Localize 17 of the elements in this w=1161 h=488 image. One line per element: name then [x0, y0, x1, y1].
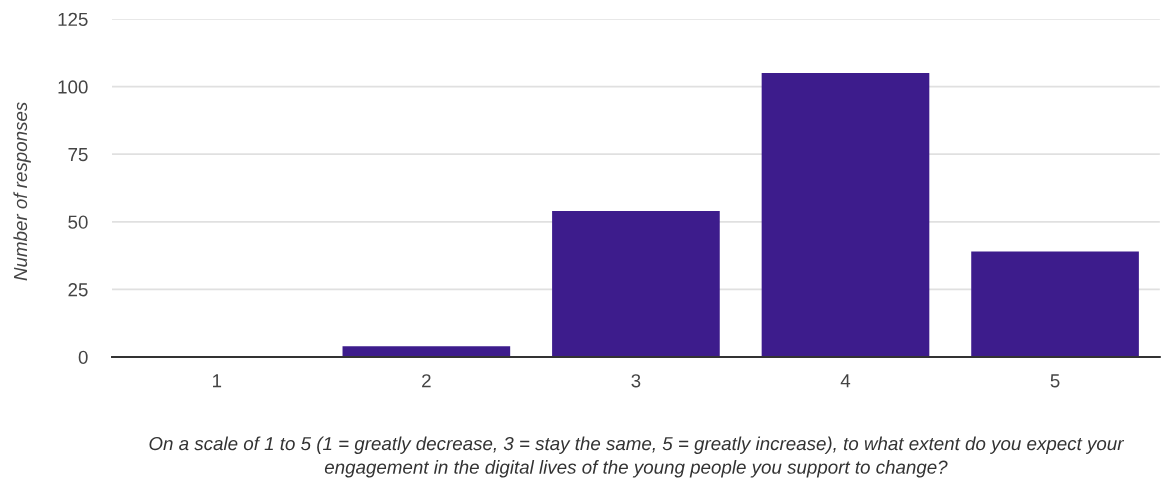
bar	[342, 346, 511, 357]
y-tick-label: 50	[68, 215, 88, 229]
y-axis-title: Number of responses	[13, 102, 31, 281]
y-tick-label: 75	[68, 148, 88, 162]
x-tick-label: 4	[840, 374, 851, 388]
bar	[761, 73, 930, 357]
bar	[971, 251, 1139, 357]
x-tick-label: 3	[631, 374, 641, 388]
x-tick-label: 2	[422, 374, 431, 388]
y-tick-label: 0	[78, 350, 88, 364]
y-tick-label: 100	[58, 80, 88, 94]
x-tick-label: 1	[213, 374, 222, 388]
y-tick-label: 125	[58, 12, 88, 26]
bar	[552, 210, 720, 357]
x-axis-title: On a scale of 1 to 5 (1 = greatly decrease, 3 = stay the same, 5 = greatly increase), to what extent do you expect your engagement in the digital lives of the young people you support to change?	[149, 436, 1125, 478]
x-tick-label: 5	[1050, 374, 1060, 388]
y-tick-label: 25	[68, 283, 88, 297]
